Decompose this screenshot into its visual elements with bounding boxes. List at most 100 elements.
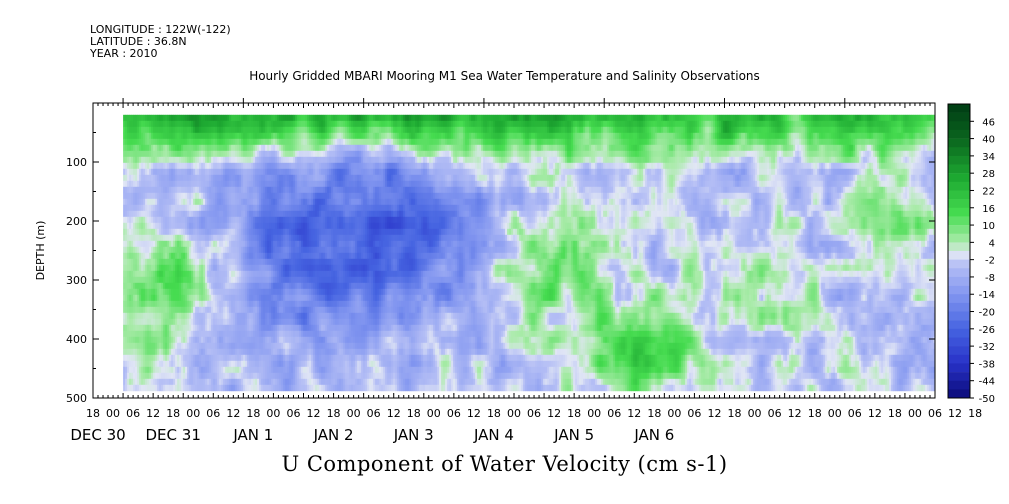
heatmap-cell: [191, 138, 194, 146]
heatmap-cell: [207, 354, 210, 362]
heatmap-cell: [133, 198, 136, 206]
heatmap-cell: [253, 162, 256, 170]
heatmap-cell: [147, 186, 150, 194]
heatmap-cell: [197, 120, 200, 128]
heatmap-cell: [139, 210, 142, 218]
heatmap-cell: [221, 312, 224, 320]
heatmap-cell: [135, 186, 138, 194]
heatmap-cell: [245, 294, 248, 302]
heatmap-cell: [137, 324, 140, 332]
heatmap-cell: [231, 204, 234, 212]
heatmap-cell: [193, 186, 196, 194]
heatmap-cell: [189, 270, 192, 278]
heatmap-cell: [149, 132, 152, 140]
heatmap-cell: [247, 384, 250, 392]
heatmap-cell: [157, 294, 160, 302]
heatmap-cell: [131, 360, 134, 368]
heatmap-cell: [249, 300, 252, 308]
heatmap-cell: [221, 228, 224, 236]
heatmap-cell: [211, 150, 214, 158]
heatmap-cell: [213, 270, 216, 278]
heatmap-cell: [221, 144, 224, 152]
heatmap-cell: [255, 228, 258, 236]
heatmap-cell: [255, 270, 258, 278]
heatmap-cell: [231, 144, 234, 152]
heatmap-cell: [155, 150, 158, 158]
heatmap-cell: [129, 240, 132, 248]
heatmap-cell: [265, 294, 268, 302]
heatmap-cell: [245, 198, 248, 206]
heatmap-cell: [213, 312, 216, 320]
heatmap-cell: [269, 150, 272, 158]
heatmap-cell: [203, 138, 206, 146]
heatmap-cell: [231, 192, 234, 200]
heatmap-cell: [269, 300, 272, 308]
heatmap-cell: [179, 378, 182, 386]
heatmap-cell: [261, 162, 264, 170]
heatmap-cell: [219, 306, 222, 314]
heatmap-cell: [137, 378, 140, 386]
heatmap-cell: [123, 258, 126, 266]
heatmap-cell: [151, 198, 154, 206]
heatmap-cell: [197, 306, 200, 314]
heatmap-cell: [221, 336, 224, 344]
heatmap-cell: [257, 342, 260, 350]
heatmap-cell: [175, 186, 178, 194]
heatmap-cell: [141, 342, 144, 350]
heatmap-cell: [211, 180, 214, 188]
heatmap-cell: [131, 192, 134, 200]
heatmap-cell: [137, 216, 140, 224]
heatmap-cell: [231, 156, 234, 164]
heatmap-cell: [239, 222, 242, 230]
heatmap-cell: [159, 324, 162, 332]
heatmap-cell: [153, 360, 156, 368]
heatmap-cell: [215, 252, 218, 260]
heatmap-cell: [163, 354, 166, 362]
heatmap-cell: [245, 216, 248, 224]
heatmap-cell: [243, 294, 246, 302]
heatmap-cell: [215, 156, 218, 164]
heatmap-cell: [197, 174, 200, 182]
heatmap-cell: [219, 342, 222, 350]
heatmap-cell: [155, 318, 158, 326]
heatmap-cell: [243, 360, 246, 368]
heatmap-cell: [183, 144, 186, 152]
heatmap-cell: [239, 384, 242, 392]
heatmap-cell: [165, 336, 168, 344]
heatmap-cell: [241, 132, 244, 140]
heatmap-cell: [159, 372, 162, 380]
heatmap-cell: [163, 120, 166, 128]
heatmap-cell: [161, 318, 164, 326]
heatmap-cell: [131, 282, 134, 290]
heatmap-cell: [223, 336, 226, 344]
heatmap-cell: [215, 312, 218, 320]
heatmap-cell: [225, 258, 228, 266]
heatmap-cell: [199, 318, 202, 326]
heatmap-cell: [129, 246, 132, 254]
heatmap-cell: [227, 318, 230, 326]
heatmap-cell: [227, 186, 230, 194]
heatmap-cell: [155, 210, 158, 218]
heatmap-cell: [247, 210, 250, 218]
heatmap-cell: [235, 348, 238, 356]
heatmap-cell: [229, 318, 232, 326]
heatmap-cell: [257, 216, 260, 224]
heatmap-cell: [175, 384, 178, 392]
heatmap-cell: [233, 366, 236, 374]
heatmap-cell: [267, 282, 270, 290]
heatmap-cell: [163, 168, 166, 176]
heatmap-cell: [165, 216, 168, 224]
heatmap-cell: [217, 216, 220, 224]
heatmap-cell: [203, 240, 206, 248]
heatmap-cell: [187, 318, 190, 326]
heatmap-cell: [209, 246, 212, 254]
heatmap-cell: [203, 174, 206, 182]
heatmap-cell: [233, 162, 236, 170]
heatmap-cell: [135, 270, 138, 278]
heatmap-cell: [151, 252, 154, 260]
heatmap-cell: [253, 300, 256, 308]
heatmap-cell: [173, 156, 176, 164]
heatmap-cell: [177, 222, 180, 230]
heatmap-cell: [135, 282, 138, 290]
heatmap-cell: [223, 276, 226, 284]
